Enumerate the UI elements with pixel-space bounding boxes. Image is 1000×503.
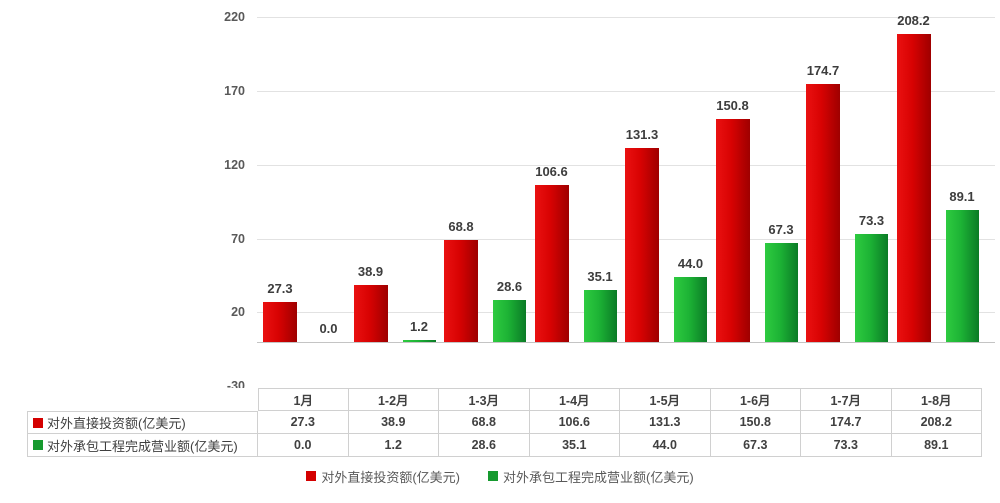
table-corner-spacer (27, 388, 258, 411)
series-name: 对外直接投资额(亿美元) (47, 416, 186, 431)
table-value-cell: 131.3 (620, 411, 711, 434)
table-value-cell: 67.3 (710, 434, 801, 457)
bar-value-label: 27.3 (267, 280, 293, 296)
bar-value-label: 0.0 (319, 321, 338, 336)
bar-series1 (263, 301, 297, 342)
series-key-square (33, 440, 43, 450)
bar-series1 (534, 184, 569, 342)
y-axis-tick-label: 170 (224, 83, 245, 98)
bar-series2 (855, 233, 888, 342)
table-value-cell: 68.8 (439, 411, 530, 434)
table-value-cell: 44.0 (620, 434, 711, 457)
gridline (257, 90, 995, 92)
table-value-cell: 0.0 (258, 434, 349, 457)
table-row-label: 对外承包工程完成营业额(亿美元) (27, 434, 258, 457)
legend-item: 对外直接投资额(亿美元) (306, 467, 460, 486)
y-axis-tick-label: 220 (224, 10, 245, 25)
table-value-cell: 73.3 (801, 434, 892, 457)
bar-value-label: 208.2 (897, 13, 930, 29)
bar-value-label: 28.6 (496, 278, 523, 294)
bar-value-label: 131.3 (625, 127, 659, 143)
y-axis-tick-label: 20 (231, 305, 245, 320)
bar-series1 (806, 83, 840, 342)
table-value-cell: 208.2 (891, 411, 982, 434)
table-value-cell: 35.1 (529, 434, 620, 457)
bar-value-label: 67.3 (768, 221, 794, 237)
table-header-cell: 1-6月 (710, 388, 801, 411)
bar-series1 (896, 34, 931, 342)
table-header-cell: 1-7月 (801, 388, 892, 411)
bar-series2 (764, 242, 798, 342)
table-value-cell: 89.1 (891, 434, 982, 457)
legend-key-square (306, 471, 317, 481)
table-value-cell: 28.6 (439, 434, 530, 457)
table-value-cell: 174.7 (801, 411, 892, 434)
series-name: 对外承包工程完成营业额(亿美元) (47, 438, 238, 454)
table-value-cell: 1.2 (348, 434, 439, 457)
table-value-cell: 150.8 (710, 411, 801, 434)
series-key-square (33, 417, 43, 428)
bar-series1 (625, 148, 659, 342)
table-row-label: 对外直接投资额(亿美元) (27, 411, 258, 434)
table-value-cell: 38.9 (348, 411, 439, 434)
bar-value-label: 73.3 (858, 212, 885, 228)
bar-value-label: 44.0 (677, 256, 704, 271)
bar-series1 (444, 240, 478, 342)
bar-series1 (715, 119, 750, 342)
legend-label: 对外承包工程完成营业额(亿美元) (503, 469, 694, 485)
table-value-cell: 27.3 (258, 411, 349, 434)
bar-value-label: 35.1 (587, 269, 613, 285)
bar-series2 (583, 290, 617, 342)
bar-value-label: 106.6 (535, 163, 568, 179)
bar-series2 (945, 210, 979, 342)
bar-value-label: 150.8 (716, 98, 749, 114)
table-header-cell: 1月 (258, 388, 349, 411)
bar-value-label: 38.9 (357, 263, 384, 279)
data-table: 1月 1-2月 1-3月 1-4月 1-5月 1-6月 1-7月 1-8月对外直接投资额(亿美… (27, 388, 982, 457)
table-header-cell: 1-3月 (439, 388, 530, 411)
bar-series2 (674, 277, 707, 342)
legend-label: 对外直接投资额(亿美元) (321, 469, 460, 485)
gridline (257, 17, 995, 19)
table-header-cell: 1-4月 (529, 388, 620, 411)
bar-value-label: 1.2 (409, 319, 429, 335)
y-axis-tick-label: 70 (231, 231, 245, 246)
bar-value-label: 89.1 (949, 189, 975, 205)
bar-series2 (402, 340, 436, 342)
table-value-cell: 106.6 (529, 411, 620, 434)
table-header-cell: 1-2月 (348, 388, 439, 411)
legend-key-square (488, 471, 498, 481)
y-axis-tick-label: 120 (224, 157, 245, 172)
bar-series1 (353, 284, 388, 342)
legend: 对外直接投资额(亿美元) 对外承包工程完成营业额(亿美元) (0, 466, 1000, 486)
table-header-cell: 1-8月 (891, 388, 982, 411)
table-header-cell: 1-5月 (620, 388, 711, 411)
legend-item: 对外承包工程完成营业额(亿美元) (488, 467, 694, 486)
bar-value-label: 68.8 (448, 219, 474, 235)
bar-series2 (493, 299, 526, 342)
x-axis-line (257, 342, 995, 343)
bar-value-label: 174.7 (806, 62, 840, 78)
